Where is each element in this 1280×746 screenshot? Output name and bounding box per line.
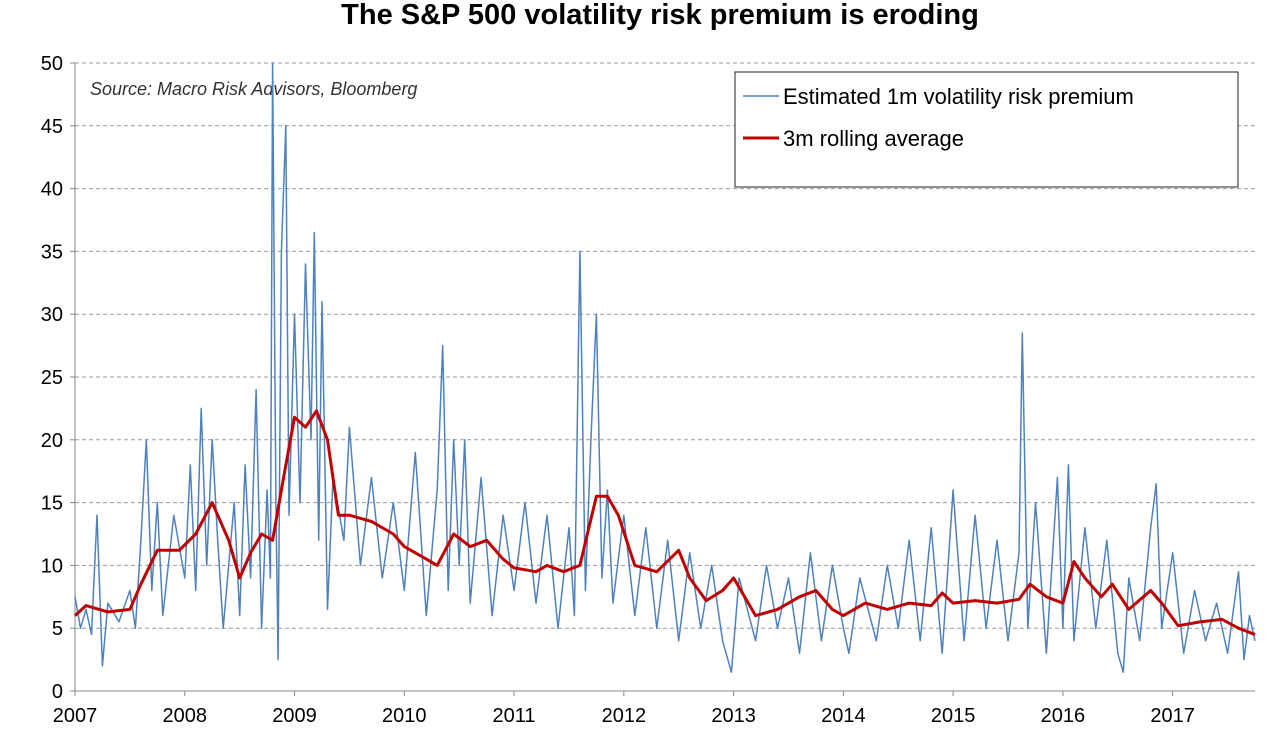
y-tick-label: 10 (41, 555, 63, 577)
y-tick-label: 0 (52, 681, 63, 703)
x-tick-label: 2011 (493, 705, 536, 727)
legend-label: 3m rolling average (783, 126, 964, 151)
x-tick-label: 2012 (602, 705, 647, 727)
x-tick-label: 2013 (711, 705, 756, 727)
x-tick-label: 2016 (1041, 705, 1086, 727)
source-note: Source: Macro Risk Advisors, Bloomberg (90, 79, 417, 99)
y-tick-label: 5 (52, 618, 63, 640)
y-tick-label: 15 (41, 493, 63, 515)
y-tick-label: 20 (41, 430, 63, 452)
series-line (73, 409, 1256, 636)
chart-title: The S&P 500 volatility risk premium is e… (341, 0, 979, 31)
y-tick-label: 25 (41, 367, 63, 389)
x-tick-label: 2017 (1150, 705, 1195, 727)
y-tick-label: 35 (41, 241, 63, 263)
y-tick-label: 30 (41, 304, 63, 326)
y-tick-label: 50 (41, 53, 63, 75)
y-tick-label: 45 (41, 116, 63, 138)
x-tick-label: 2008 (163, 705, 208, 727)
series-line (74, 62, 1256, 673)
legend-label: Estimated 1m volatility risk premium (783, 84, 1134, 109)
x-tick-label: 2014 (821, 705, 866, 727)
x-tick-label: 2010 (382, 705, 427, 727)
x-tick-label: 2009 (272, 705, 317, 727)
y-tick-label: 40 (41, 179, 63, 201)
x-tick-label: 2015 (931, 705, 976, 727)
x-tick-label: 2007 (53, 705, 98, 727)
legend-box (734, 71, 1239, 188)
